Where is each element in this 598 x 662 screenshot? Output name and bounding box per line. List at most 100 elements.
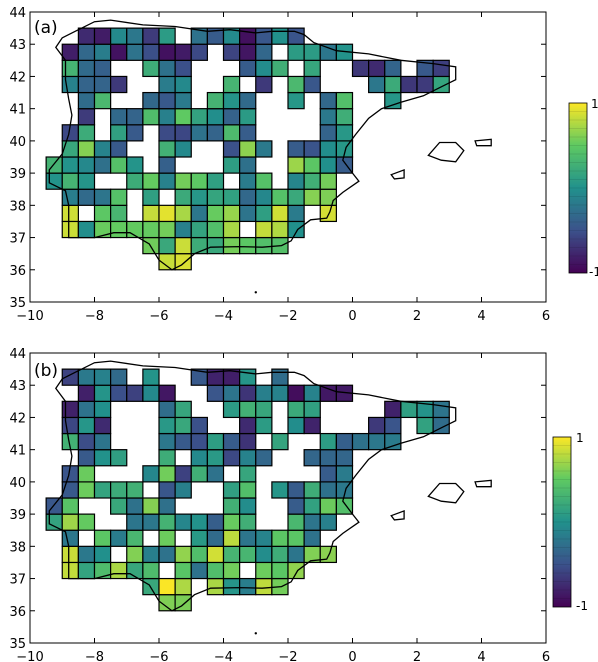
grid-cell — [190, 124, 208, 142]
grid-cell — [303, 188, 321, 206]
grid-cell — [126, 513, 144, 531]
grid-cell — [432, 59, 450, 78]
panel-b-x-ticks: −10 −8 −6 −4 −2 0 2 4 6 — [16, 353, 550, 662]
grid-cell — [77, 124, 96, 142]
grid-cell — [222, 561, 241, 580]
panel-a-colorbar-min: -1 — [589, 265, 598, 279]
grid-cell — [368, 432, 386, 451]
grid-cell — [142, 545, 160, 564]
grid-cell — [174, 204, 192, 223]
grid-cell — [77, 43, 96, 61]
grid-cell — [93, 449, 112, 467]
grid-cell — [110, 75, 128, 94]
grid-cell — [110, 108, 128, 126]
grid-cell — [93, 384, 112, 402]
grid-cell — [142, 368, 160, 386]
grid-cell — [319, 497, 337, 515]
grid-cell — [126, 529, 144, 547]
grid-cell — [303, 416, 321, 435]
grid-cell — [206, 204, 225, 223]
grid-cell — [142, 172, 160, 190]
grid-cell — [174, 75, 192, 94]
grid-cell — [142, 384, 160, 402]
grid-cell — [319, 449, 337, 467]
grid-cell — [287, 529, 305, 547]
grid-cell — [174, 172, 192, 190]
grid-cell — [271, 432, 289, 451]
grid-cell — [61, 75, 79, 94]
grid-cell — [126, 497, 144, 515]
grid-cell — [271, 529, 289, 547]
grid-cell — [190, 204, 208, 223]
grid-cell — [239, 204, 257, 223]
grid-cell — [158, 124, 176, 142]
grid-cell — [174, 545, 192, 564]
grid-cell — [368, 416, 386, 435]
grid-cell — [61, 561, 79, 580]
grid-cell — [93, 416, 112, 435]
grid-cell — [77, 108, 96, 126]
grid-cell — [61, 400, 79, 419]
grid-cell — [126, 43, 144, 61]
grid-cell — [255, 172, 273, 190]
grid-cell — [255, 140, 273, 158]
grid-cell — [93, 156, 112, 174]
grid-cell — [319, 124, 337, 142]
grid-cell — [368, 59, 386, 78]
y-tick-label: 36 — [9, 264, 26, 279]
grid-cell — [77, 384, 96, 402]
grid-cell — [239, 43, 257, 61]
grid-cell — [110, 384, 128, 402]
grid-cell — [319, 172, 337, 190]
grid-cell — [206, 108, 225, 126]
grid-cell — [239, 156, 257, 174]
grid-cell — [287, 172, 305, 190]
grid-cell — [255, 416, 273, 435]
grid-cell — [158, 27, 176, 45]
island-coastline — [474, 479, 492, 488]
panel-b-colorbar: 1 -1 — [552, 431, 588, 613]
grid-cell — [206, 513, 225, 531]
grid-cell — [255, 449, 273, 467]
grid-cell — [239, 124, 257, 142]
grid-cell — [158, 59, 176, 78]
grid-cell — [271, 204, 289, 223]
grid-cell — [206, 449, 225, 467]
grid-cell — [77, 59, 96, 78]
grid-cell — [174, 188, 192, 206]
iberia-coastline — [48, 360, 457, 612]
grid-cell — [255, 188, 273, 206]
island-coastline — [427, 141, 465, 163]
panel-b-grid-cells — [45, 368, 450, 612]
island-coastline — [427, 482, 465, 504]
grid-cell — [239, 384, 257, 402]
grid-cell — [239, 432, 257, 451]
panel-b-colorbar-max: 1 — [576, 431, 584, 445]
grid-cell — [222, 481, 241, 499]
grid-cell — [206, 236, 225, 255]
grid-cell — [158, 204, 176, 223]
grid-cell — [174, 59, 192, 78]
grid-cell — [93, 43, 112, 61]
grid-cell — [416, 75, 434, 94]
grid-cell — [142, 513, 160, 531]
y-tick-label: 44 — [9, 347, 26, 362]
grid-cell — [158, 220, 176, 239]
grid-cell — [287, 545, 305, 564]
grid-cell — [303, 529, 321, 547]
grid-cell — [110, 204, 128, 223]
iberia-coastline — [48, 19, 457, 271]
grid-cell — [239, 529, 257, 547]
island-coastline — [474, 138, 492, 147]
grid-cell — [110, 27, 128, 45]
grid-cell — [174, 400, 192, 419]
grid-cell — [45, 513, 63, 531]
grid-cell — [93, 188, 112, 206]
grid-cell — [222, 400, 241, 419]
y-tick-label: 39 — [9, 167, 26, 182]
grid-cell — [93, 140, 112, 158]
x-tick-label: 2 — [413, 309, 421, 324]
grid-cell — [255, 236, 273, 255]
grid-cell — [110, 156, 128, 174]
grid-cell — [190, 108, 208, 126]
